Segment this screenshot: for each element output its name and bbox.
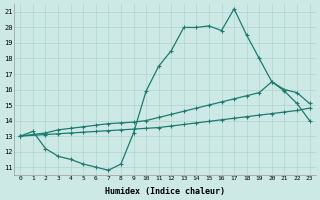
X-axis label: Humidex (Indice chaleur): Humidex (Indice chaleur)	[105, 187, 225, 196]
